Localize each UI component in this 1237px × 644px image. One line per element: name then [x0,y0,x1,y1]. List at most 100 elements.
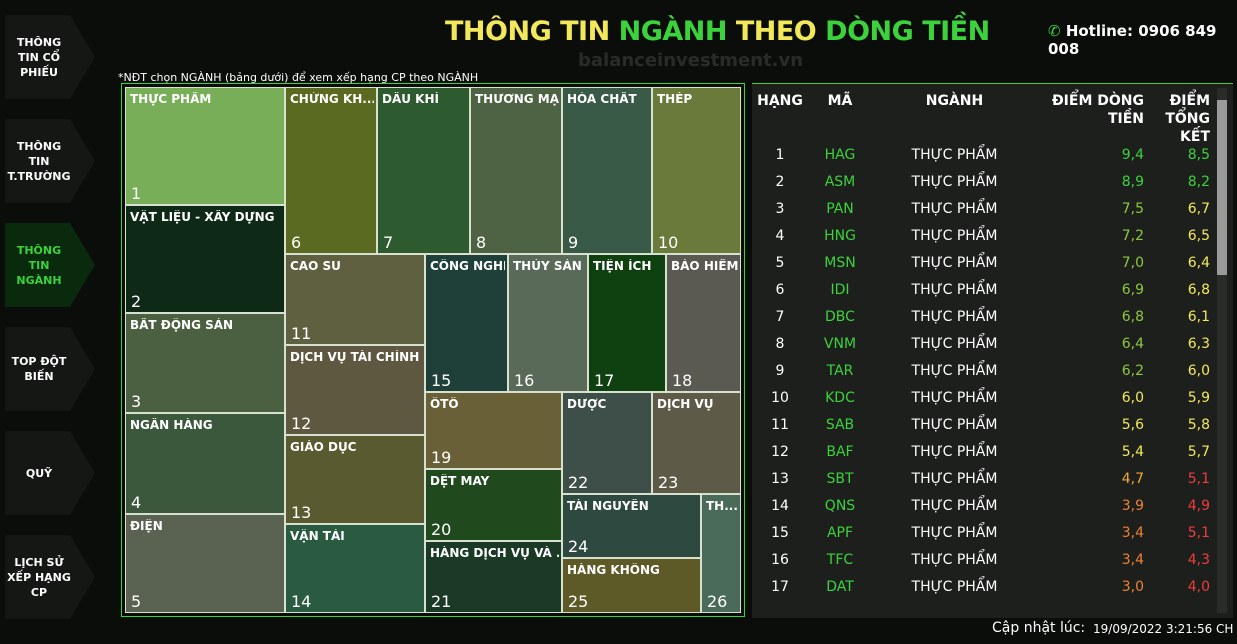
treemap-tile[interactable]: TIỆN ÍCH 17 [588,254,666,392]
treemap-tile[interactable]: HÓA CHẤT 9 [562,87,652,254]
treemap-tile[interactable]: ĐIỆN 5 [125,514,285,613]
tile-label: DỆT MAY [430,474,490,488]
treemap-tile[interactable]: BẤT ĐỘNG SẢN 3 [125,313,285,413]
table-cell: HNG [824,228,856,244]
table-cell: 1 [775,147,785,163]
nav-item[interactable]: QUỸ [5,431,95,515]
table-header: NGÀNH [925,93,984,109]
table-cell: SBT [826,471,854,487]
treemap-tile[interactable]: NGÂN HÀNG 4 [125,413,285,514]
table-cell: 11 [771,417,789,433]
tile-rank: 14 [291,592,312,611]
treemap-tile[interactable]: THÉP 10 [652,87,741,254]
tile-rank: 3 [131,392,142,411]
treemap-tile[interactable]: DƯỢC 22 [562,392,652,494]
treemap-tile[interactable]: VẬT LIỆU - XÂY DỰNG 2 [125,205,285,313]
tile-label: TÀI NGUYÊN [567,499,649,513]
treemap-tile[interactable]: THƯƠNG MẠI 8 [470,87,562,254]
nav-item[interactable]: TOP ĐỘT BIẾN [5,327,95,411]
table-cell: 16 [771,552,789,568]
treemap-tile[interactable]: ÔTÔ 19 [425,392,562,469]
nav-label: THÔNG TIN CỔ PHIẾU [16,35,62,79]
tile-label: BẢO HIỂM [671,259,738,273]
table-cell: 5,8 [1187,417,1210,433]
treemap-tile[interactable]: TÀI NGUYÊN 24 [562,494,701,558]
table-cell: 7 [775,309,785,325]
treemap-tile[interactable]: THỦY SẢN 16 [508,254,588,392]
nav-item[interactable]: LỊCH SỬ XẾP HẠNG CP [5,535,95,619]
nav-item[interactable]: THÔNG TIN NGÀNH [5,223,95,307]
tile-rank: 17 [594,371,615,390]
treemap-tile[interactable]: DỊCH VỤ 23 [652,392,741,494]
treemap-tile[interactable]: VẬN TẢI 14 [285,524,425,613]
table-cell: 12 [771,444,789,460]
tile-label: THỰC PHẨM [130,92,212,106]
treemap-tile[interactable]: GIÁO DỤC 13 [285,435,425,524]
table-cell: 13 [771,471,789,487]
treemap-tile[interactable]: BẢO HIỂM 18 [666,254,741,392]
table-cell: THỰC PHẨM [911,336,998,352]
table-cell: IDI [830,282,850,298]
table-cell: 5 [775,255,785,271]
table-cell: 4,3 [1187,552,1210,568]
nav-label: QUỸ [25,466,53,480]
table-cell: THỰC PHẨM [911,282,998,298]
treemap-tile[interactable]: HÀNG KHÔNG 25 [562,558,701,613]
treemap-tile[interactable]: THỰC PHẨM 1 [125,87,285,205]
table-cell: 17 [771,579,789,595]
treemap-tile[interactable]: CÔNG NGHỆ 15 [425,254,508,392]
tile-rank: 8 [476,233,487,252]
tile-label: TIỆN ÍCH [593,259,652,273]
table-cell: ASM [824,174,856,190]
table-cell: 9 [775,363,785,379]
tile-label: DỊCH VỤ [657,397,714,411]
table-cell: THỰC PHẨM [911,174,998,190]
watermark: balanceinvestment.vn [578,50,804,71]
nav-label: THÔNG TIN T.TRƯỜNG [7,139,71,183]
nav-item[interactable]: THÔNG TIN CỔ PHIẾU [5,15,95,99]
tile-label: HÓA CHẤT [567,92,637,106]
treemap-tile[interactable]: DỆT MAY 20 [425,469,562,541]
table-cell: 6,4 [1121,336,1144,352]
tile-rank: 9 [568,233,579,252]
treemap-tile[interactable]: CAO SU 11 [285,254,425,345]
table-cell: 6,8 [1187,282,1210,298]
table-cell: THỰC PHẨM [911,444,998,460]
table-cell: 3,0 [1121,579,1144,595]
tile-rank: 16 [514,371,535,390]
nav-item[interactable]: THÔNG TIN T.TRƯỜNG [5,119,95,203]
tile-rank: 6 [291,233,302,252]
tile-label: THÉP [657,92,693,106]
scroll-thumb[interactable] [1217,100,1227,275]
treemap-tile[interactable]: DẦU KHÍ 7 [377,87,470,254]
table-cell: DAT [826,579,854,595]
treemap-tile[interactable]: TH... 26 [701,494,741,613]
treemap-tile[interactable]: HÀNG DỊCH VỤ VÀ ... 21 [425,541,562,613]
table-cell: THỰC PHẨM [911,201,998,217]
title-part: NGÀNH [618,16,728,47]
treemap-tile[interactable]: CHỨNG KH... 6 [285,87,377,254]
table-cell: 6,9 [1121,282,1144,298]
tile-label: TH... [706,499,738,513]
table-cell: THỰC PHẨM [911,390,998,406]
tile-label: BẤT ĐỘNG SẢN [130,318,234,332]
treemap-tile[interactable]: DỊCH VỤ TÀI CHÍNH 12 [285,345,425,435]
table-cell: 4,0 [1187,579,1210,595]
table-cell: THỰC PHẨM [911,147,998,163]
table-cell: THỰC PHẨM [911,228,998,244]
table-cell: 15 [771,525,789,541]
table-cell: 5,9 [1187,390,1210,406]
table-cell: APF [826,525,854,541]
table-cell: 6,1 [1187,309,1210,325]
scrollbar[interactable] [1217,88,1227,613]
tile-rank: 21 [431,592,452,611]
table-cell: KDC [825,390,855,406]
table-cell: PAN [826,201,854,217]
title: THÔNG TIN NGÀNH THEO DÒNG TIỀN [445,16,990,47]
table-cell: MSN [824,255,856,271]
table-cell: 4,7 [1121,471,1144,487]
tile-label: VẬN TẢI [290,529,345,543]
ranking-table: HẠNG MÃ NGÀNH ĐIỂM DÒNG TIỀN ĐIỂM TỔNG KẾT 1 H… [752,83,1233,618]
tile-rank: 12 [291,414,312,433]
treemap: THỰC PHẨM 1 VẬT LIỆU - XÂY DỰNG 2 BẤT ĐỘNG S… [121,83,745,617]
